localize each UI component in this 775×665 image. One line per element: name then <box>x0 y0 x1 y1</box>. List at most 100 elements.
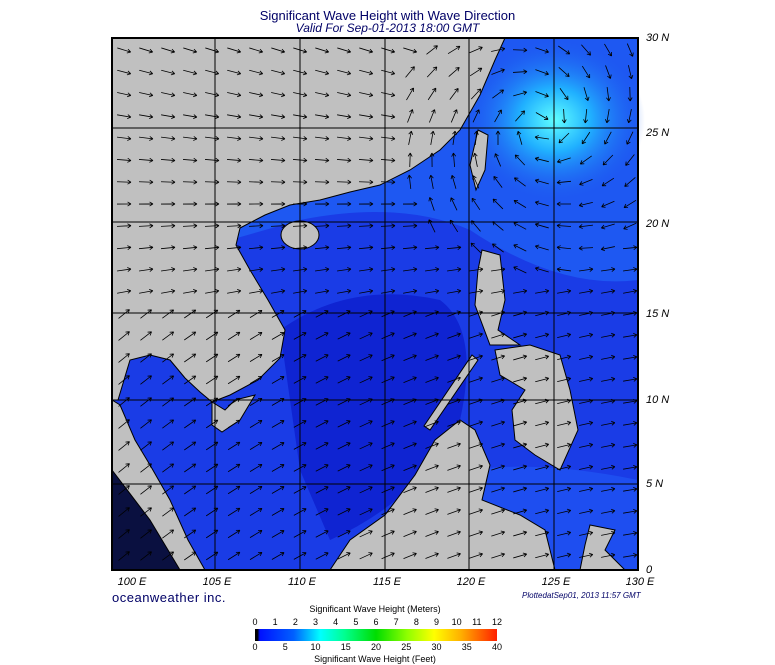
wave-arrow <box>184 353 197 363</box>
wave-arrow <box>293 114 308 120</box>
wave-arrow <box>271 332 285 340</box>
wave-arrow <box>405 66 415 78</box>
wave-arrow <box>557 464 572 471</box>
colorbar-tick: 30 <box>431 642 442 652</box>
wave-arrow <box>604 43 612 57</box>
wave-arrow <box>139 69 154 76</box>
wave-arrow <box>557 552 572 559</box>
wave-arrow <box>117 47 131 54</box>
wave-arrow <box>601 223 615 230</box>
colorbar-tick: 10 <box>310 642 321 652</box>
map-frame <box>111 37 639 571</box>
wave-arrow <box>140 331 152 341</box>
wave-arrow <box>271 354 285 362</box>
wave-arrow <box>450 197 458 211</box>
wave-arrow <box>140 529 152 539</box>
wave-arrow <box>118 309 130 319</box>
wave-arrow <box>315 552 329 560</box>
wave-arrow <box>249 463 263 472</box>
wave-arrow <box>359 552 373 560</box>
wave-arrow <box>605 65 612 79</box>
wave-arrow <box>512 47 528 53</box>
wave-arrow <box>337 420 351 428</box>
wave-arrow <box>249 309 263 318</box>
wave-arrow <box>249 114 264 120</box>
wave-arrow <box>470 88 482 100</box>
wave-arrow <box>579 376 594 382</box>
wave-arrow <box>556 267 571 272</box>
wave-arrow <box>271 47 285 54</box>
wave-arrow <box>315 530 329 538</box>
wave-arrow <box>161 47 175 54</box>
wave-arrow <box>337 47 351 54</box>
wave-arrow <box>205 136 220 141</box>
wave-arrow <box>403 267 418 272</box>
wave-arrow <box>579 420 594 426</box>
wave-arrow <box>249 485 263 494</box>
wave-arrow <box>315 332 329 340</box>
wave-arrow <box>427 87 437 101</box>
wave-arrow <box>579 530 594 536</box>
wave-arrow <box>446 245 462 251</box>
wave-arrow <box>534 200 549 207</box>
wave-arrow <box>162 507 175 517</box>
wave-arrow <box>293 464 307 472</box>
wave-arrow <box>315 136 330 141</box>
wave-arrow <box>447 442 461 449</box>
wave-arrow <box>428 197 435 211</box>
wave-arrow <box>469 486 483 493</box>
wave-arrow <box>249 331 263 340</box>
wave-arrow <box>381 508 395 516</box>
wave-arrow <box>601 552 616 558</box>
wave-arrow <box>513 420 528 427</box>
wave-arrow <box>249 92 264 98</box>
wave-arrow <box>381 552 395 560</box>
wave-arrow <box>184 551 197 561</box>
wave-arrow <box>381 530 395 538</box>
wave-arrow <box>494 153 502 167</box>
colorbar <box>255 629 497 641</box>
wave-arrow <box>162 485 175 495</box>
colorbar-title-meters: Significant Wave Height (Meters) <box>309 604 441 614</box>
wave-arrow <box>491 552 505 559</box>
wave-arrow <box>403 310 417 318</box>
wave-arrow <box>513 288 528 294</box>
wave-arrow <box>315 354 329 362</box>
wave-arrow <box>534 244 549 251</box>
wave-arrow <box>359 288 374 294</box>
wave-arrow <box>556 201 572 207</box>
wave-arrow <box>315 69 330 76</box>
wave-arrow <box>248 179 264 185</box>
wave-arrow <box>601 442 616 448</box>
wave-arrow <box>118 375 130 385</box>
wave-arrow <box>160 223 176 229</box>
wave-arrow <box>162 551 175 561</box>
wave-arrow <box>140 397 152 407</box>
wave-arrow <box>138 201 154 207</box>
wave-arrow <box>452 130 457 145</box>
wave-arrow <box>403 376 417 384</box>
wave-arrow <box>581 131 591 145</box>
wave-arrow <box>227 551 241 561</box>
wave-arrow <box>450 174 457 189</box>
wave-arrow <box>491 376 505 383</box>
wave-arrow <box>184 507 197 517</box>
wave-arrow <box>140 463 152 473</box>
wave-arrow <box>315 464 329 472</box>
wave-arrow <box>469 310 483 317</box>
wave-arrow <box>513 332 528 339</box>
wave-arrow <box>271 92 286 98</box>
wave-arrow <box>561 108 567 124</box>
wave-arrow <box>381 420 395 428</box>
wave-arrow <box>491 68 505 75</box>
lat-label: 25 N <box>646 127 670 139</box>
wave-arrow <box>139 47 153 54</box>
wave-arrow <box>336 157 352 163</box>
wave-arrow <box>403 442 417 450</box>
wave-arrow <box>270 157 286 163</box>
lat-label: 10 N <box>646 394 670 406</box>
wave-arrow <box>407 109 414 123</box>
wave-arrow <box>336 223 352 229</box>
wave-arrow <box>513 376 528 383</box>
wave-arrow <box>513 398 528 405</box>
